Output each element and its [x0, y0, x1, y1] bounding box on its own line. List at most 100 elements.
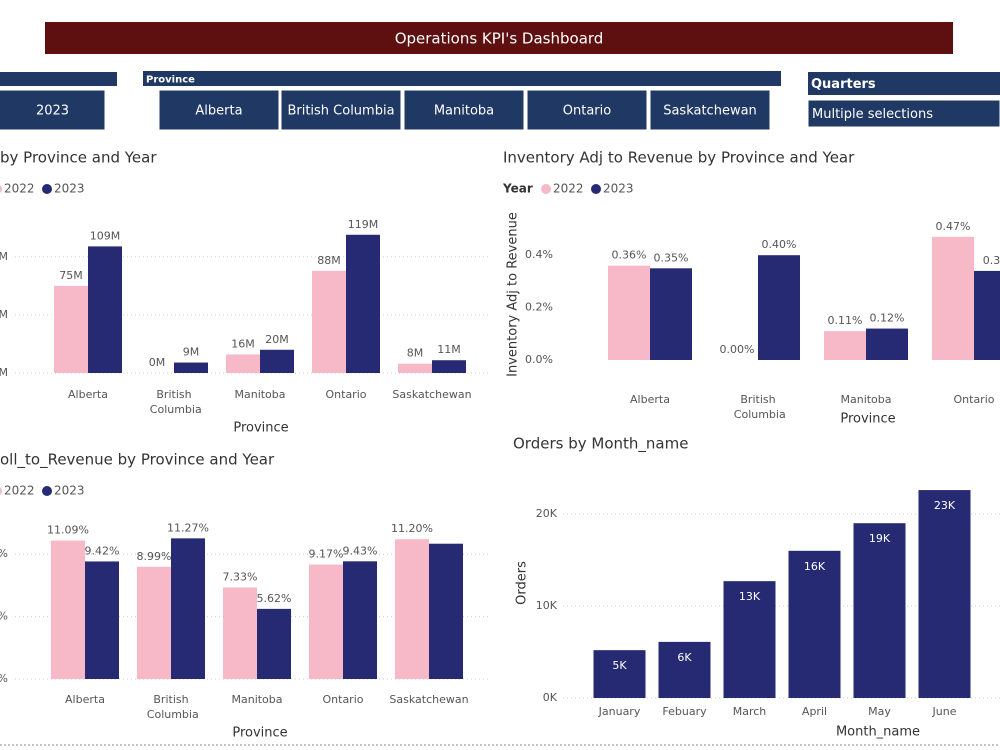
slicer-item[interactable] [158, 89, 280, 131]
y-tick-label: % [0, 547, 8, 560]
bar [658, 641, 711, 698]
dashboard-title: Operations KPI's Dashboard [395, 30, 604, 48]
bar [85, 561, 119, 679]
slicer-item[interactable] [403, 89, 525, 131]
slicer-header [808, 72, 1000, 95]
y-tick-label: 10K [536, 599, 558, 612]
data-label: 5K [612, 659, 627, 672]
x-tick-label: Ontario [954, 393, 995, 406]
data-label: 0.11% [828, 314, 863, 327]
slicer-item-label[interactable]: Multiple selections [812, 107, 933, 122]
slicer-item[interactable] [0, 89, 106, 131]
slicer-item-label[interactable]: Manitoba [434, 104, 494, 119]
slicer-item-label[interactable]: British Columbia [287, 104, 394, 119]
x-axis-title: Province [232, 726, 287, 741]
y-tick-label: 0K [543, 691, 558, 704]
bar [398, 363, 432, 373]
data-label: 16K [804, 560, 826, 573]
data-label: 0.12% [870, 312, 905, 325]
data-label: 9.42% [85, 544, 120, 557]
bar [312, 270, 346, 373]
y-tick-label: 0.0% [525, 353, 553, 366]
data-label: 88M [317, 254, 341, 267]
slicer-title: Quarters [811, 77, 876, 92]
y-tick-label: 0.2% [525, 301, 553, 314]
chart-title: oll_to_Revenue by Province and Year [0, 451, 275, 470]
data-label: 0M [149, 356, 166, 369]
data-label: 0.34 [983, 254, 1000, 267]
y-tick-label: % [0, 610, 8, 623]
slicer-item[interactable] [526, 89, 648, 131]
x-axis-title: Month_name [836, 725, 920, 740]
data-label: 0.00% [720, 343, 755, 356]
bar [918, 490, 971, 698]
x-tick-label: June [932, 705, 957, 718]
x-axis-title: Province [233, 421, 288, 436]
bar [824, 331, 866, 360]
slicer-item[interactable] [649, 89, 771, 131]
x-tick-label: Saskatchewan [389, 693, 468, 706]
x-tick-label: British Columbia [143, 693, 198, 721]
x-tick-label: Febuary [662, 705, 707, 718]
x-tick-label: May [868, 705, 891, 718]
bar [223, 587, 257, 679]
data-label: 11M [437, 343, 461, 356]
data-label: 19K [869, 532, 891, 545]
bar [257, 608, 291, 679]
legend-label: 2022 [4, 182, 35, 196]
legend-swatch [42, 486, 52, 496]
bar [171, 538, 205, 679]
x-tick-label: Ontario [326, 388, 367, 401]
slicer-title: Province [146, 75, 195, 86]
slicer-item[interactable] [807, 99, 1000, 128]
x-tick-label: Saskatchewan [392, 388, 471, 401]
bar [226, 354, 260, 373]
data-label: 16M [231, 337, 255, 350]
y-axis-title: Orders [515, 561, 530, 605]
slicer-item[interactable] [280, 89, 402, 131]
data-label: 20M [265, 333, 289, 346]
slicer-item-label[interactable]: Alberta [195, 104, 242, 119]
x-tick-label: Alberta [68, 388, 108, 401]
legend-swatch [0, 185, 2, 193]
slicer-header [0, 72, 117, 86]
y-tick-label: 20K [536, 507, 558, 520]
y-tick-label: % [0, 672, 8, 685]
bar [432, 360, 466, 373]
bar [395, 539, 429, 679]
legend-swatch [541, 184, 551, 194]
y-tick-label: M [0, 366, 8, 379]
slicer-item-label[interactable]: Ontario [563, 104, 611, 119]
x-tick-label: Manitoba [234, 388, 285, 401]
bar [932, 236, 974, 360]
chart-title: Orders by Month_name [513, 435, 688, 454]
data-label: 109M [90, 229, 121, 242]
x-tick-label: British Columbia [146, 388, 201, 416]
x-tick-label: British Columbia [730, 393, 785, 421]
bar [608, 265, 650, 360]
slicer-item-label[interactable]: Saskatchewan [663, 104, 757, 119]
data-label: 119M [348, 218, 379, 231]
data-label: 11.09% [47, 524, 89, 537]
bar [343, 561, 377, 679]
bar [137, 566, 171, 679]
legend-label: 2023 [54, 484, 85, 498]
data-label: 0.40% [762, 238, 797, 251]
bar [853, 523, 906, 698]
data-label: 0.47% [936, 220, 971, 233]
x-tick-label: April [802, 705, 827, 718]
bar [260, 349, 294, 373]
slicer-item-label[interactable]: 2023 [36, 104, 69, 119]
legend-label: 2022 [553, 182, 584, 196]
chart-title: Inventory Adj to Revenue by Province and… [503, 149, 855, 167]
header-bar [45, 22, 953, 54]
x-tick-label: January [598, 705, 641, 718]
slicer-header [143, 71, 781, 86]
legend-label: 2022 [4, 484, 35, 498]
legend-swatch [42, 184, 52, 194]
data-label: 8M [407, 347, 424, 360]
bar [788, 550, 841, 698]
legend-label: 2023 [603, 182, 634, 196]
x-tick-label: March [733, 705, 767, 718]
